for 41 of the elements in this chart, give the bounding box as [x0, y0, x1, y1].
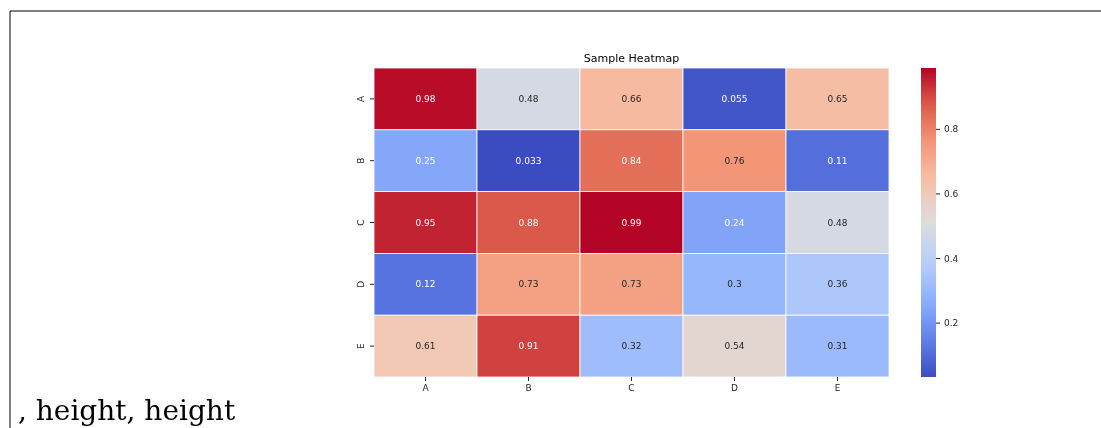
x-tick-label: B: [525, 383, 532, 393]
data-label: 0.95: [415, 217, 436, 228]
data-label: 0.11: [827, 155, 848, 166]
data-label: 0.31: [827, 341, 848, 352]
data-label: 0.3: [727, 279, 742, 290]
data-label: 0.61: [415, 341, 436, 352]
data-label: 0.88: [518, 217, 539, 228]
data-label: 0.12: [415, 279, 436, 290]
data-label: 0.32: [621, 341, 642, 352]
data-label: 0.36: [827, 279, 848, 290]
data-label: 0.54: [724, 341, 745, 352]
data-label: 0.24: [724, 217, 745, 228]
x-tick-label: A: [422, 383, 430, 393]
y-tick-label: E: [356, 342, 366, 349]
data-label: 0.66: [621, 94, 642, 105]
x-tick-label: E: [834, 383, 841, 393]
data-label: 0.99: [621, 217, 642, 228]
data-label: 0.65: [827, 94, 848, 105]
data-label: 0.48: [518, 94, 539, 105]
data-label: 0.98: [415, 94, 436, 105]
color-bar-label: 0.6: [944, 189, 959, 200]
y-tick-label: A: [356, 94, 366, 102]
data-label: 0.76: [724, 155, 745, 166]
color-bar-label: 0.8: [944, 124, 959, 135]
y-tick-label: C: [356, 219, 366, 226]
color-bar-label: 0.4: [944, 253, 959, 264]
data-label: 0.91: [518, 341, 539, 352]
data-label: 0.25: [415, 155, 436, 166]
y-tick-label: D: [356, 280, 366, 288]
data-label: 0.033: [515, 155, 542, 166]
data-label: 0.73: [621, 279, 642, 290]
y-tick-label: B: [356, 157, 366, 164]
color-bar-label: 0.2: [944, 318, 959, 329]
data-label: 0.84: [621, 155, 642, 166]
data-label: 0.48: [827, 217, 848, 228]
x-tick-label: D: [731, 383, 739, 393]
data-label: 0.73: [518, 279, 539, 290]
chart-title: Sample Heatmap: [583, 52, 680, 65]
data-label: 0.055: [721, 94, 748, 105]
text: , height, height: [18, 394, 236, 427]
x-tick-label: C: [628, 383, 635, 393]
